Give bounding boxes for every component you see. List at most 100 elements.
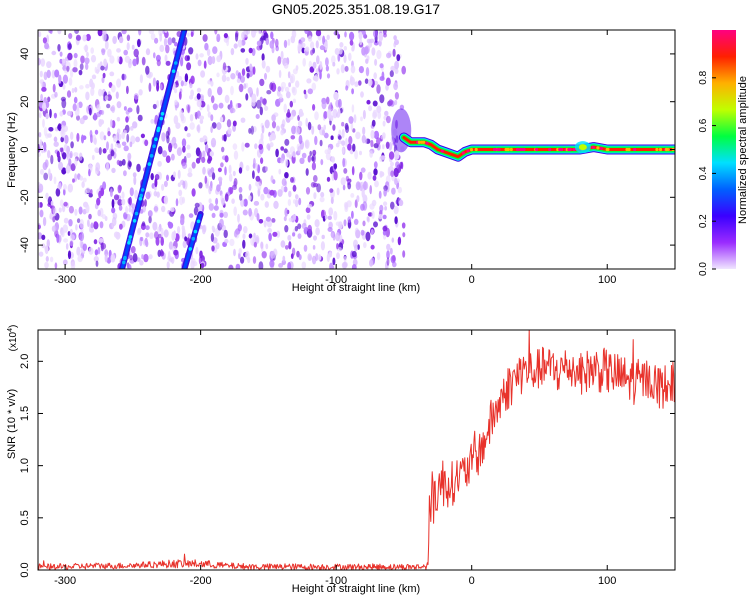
noise-speckle (287, 71, 291, 79)
noise-speckle (373, 130, 380, 140)
noise-speckle (75, 34, 81, 41)
noise-speckle (73, 52, 78, 59)
noise-speckle (272, 179, 276, 185)
noise-speckle (371, 210, 375, 219)
noise-speckle (90, 47, 94, 54)
noise-speckle (386, 52, 392, 59)
noise-speckle (343, 219, 347, 227)
noise-speckle (154, 37, 159, 44)
noise-speckle (229, 238, 235, 247)
noise-speckle (211, 225, 215, 231)
strong-signal-peak (417, 140, 421, 144)
noise-speckle (297, 223, 302, 230)
noise-speckle (305, 46, 310, 52)
noise-speckle (73, 96, 78, 104)
noise-speckle (187, 172, 193, 178)
noise-speckle (386, 257, 390, 266)
noise-speckle (177, 182, 181, 188)
noise-speckle (46, 61, 52, 69)
noise-speckle (325, 96, 330, 105)
noise-speckle (249, 63, 253, 72)
noise-speckle (196, 87, 202, 93)
noise-speckle (342, 157, 346, 168)
noise-speckle (43, 97, 47, 103)
noise-speckle (260, 132, 264, 141)
noise-speckle (63, 188, 66, 196)
spectrogram-x-tick-label: 100 (598, 274, 616, 286)
snr-x-tick-label: -300 (54, 575, 76, 587)
noise-speckle (60, 124, 65, 135)
noise-speckle (136, 163, 141, 173)
noise-speckle (224, 238, 229, 244)
spectrogram-x-tick-label: 0 (469, 274, 475, 286)
noise-speckle (333, 210, 338, 221)
noise-speckle (299, 157, 305, 164)
diagonal-track-peak (127, 238, 132, 242)
noise-speckle (330, 135, 334, 140)
diagonal-track-peak (196, 219, 201, 224)
noise-speckle (41, 243, 46, 249)
noise-speckle (248, 71, 253, 78)
noise-speckle (202, 150, 206, 159)
noise-speckle (156, 100, 160, 108)
noise-speckle (232, 184, 237, 190)
figure-title: GN05.2025.351.08.19.G17 (272, 1, 440, 17)
noise-speckle (341, 261, 348, 269)
noise-speckle (253, 200, 260, 206)
noise-speckle (190, 31, 194, 37)
noise-speckle (141, 56, 146, 66)
noise-speckle (226, 38, 230, 47)
noise-speckle (242, 209, 248, 216)
noise-speckle (360, 229, 365, 236)
noise-speckle (56, 150, 60, 158)
noise-speckle (157, 146, 163, 155)
noise-speckle (311, 255, 317, 265)
noise-speckle (305, 207, 311, 214)
noise-speckle (281, 259, 286, 266)
noise-speckle (368, 105, 373, 112)
noise-speckle (221, 199, 225, 205)
noise-speckle (288, 217, 293, 222)
noise-speckle (341, 140, 346, 146)
noise-speckle (80, 134, 85, 144)
noise-speckle (393, 167, 399, 178)
noise-speckle (168, 222, 174, 229)
noise-speckle (280, 50, 284, 60)
noise-speckle (56, 233, 60, 243)
noise-speckle (382, 225, 388, 232)
noise-speckle (144, 139, 149, 147)
noise-speckle (399, 161, 403, 169)
noise-speckle (335, 142, 340, 148)
noise-speckle (57, 183, 62, 190)
noise-speckle (98, 147, 102, 155)
noise-speckle (117, 143, 122, 149)
noise-speckle (275, 148, 279, 158)
noise-speckle (255, 175, 261, 182)
noise-speckle (365, 231, 371, 242)
noise-speckle (46, 239, 50, 248)
noise-speckle (219, 218, 224, 228)
noise-speckle (126, 85, 129, 95)
noise-speckle (150, 119, 155, 124)
noise-speckle (210, 114, 214, 122)
noise-speckle (126, 133, 130, 143)
noise-speckle (62, 259, 68, 266)
noise-speckle (74, 208, 78, 216)
noise-speckle (320, 241, 325, 251)
noise-speckle (53, 136, 58, 143)
noise-speckle (84, 44, 88, 53)
noise-speckle (148, 73, 152, 79)
noise-speckle (371, 119, 376, 127)
noise-speckle (258, 30, 262, 35)
diagonal-track-peak (154, 137, 158, 141)
noise-speckle (353, 218, 359, 225)
noise-speckle (121, 159, 126, 166)
noise-speckle (95, 162, 101, 172)
noise-speckle (99, 221, 104, 229)
noise-speckle (315, 40, 319, 49)
noise-speckle (303, 244, 308, 252)
noise-speckle (242, 239, 246, 249)
noise-speckle (243, 226, 248, 234)
noise-speckle (57, 30, 62, 35)
